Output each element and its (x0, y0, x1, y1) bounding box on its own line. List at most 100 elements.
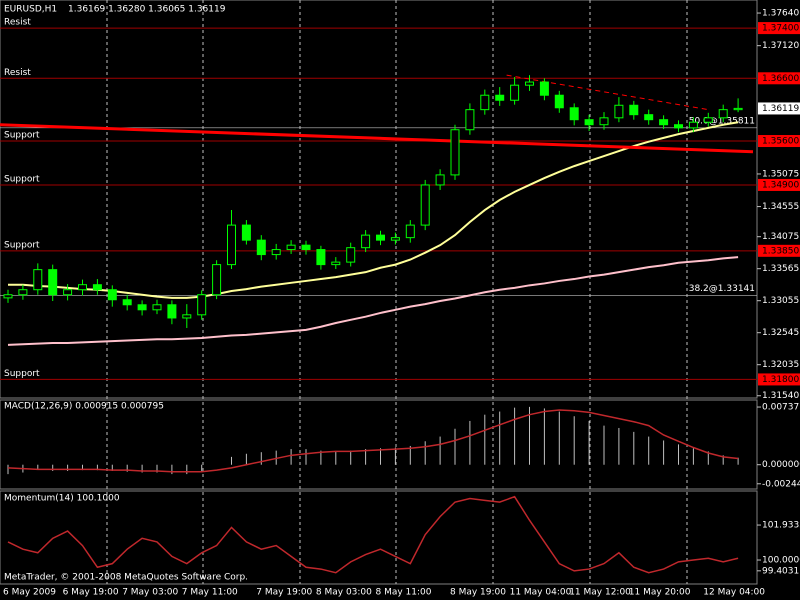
ohlc: 1.36169 1.36280 1.36065 1.36119 (68, 5, 226, 15)
candle-body (688, 121, 698, 129)
candle-body (376, 234, 385, 241)
level-value: 1.34900 (762, 180, 799, 190)
y-tick-label: 101.9335 (762, 521, 800, 531)
candle-body (227, 224, 236, 266)
y-tick-label: 1.35075 (762, 169, 799, 179)
candle-body (63, 289, 73, 296)
candle-body (525, 81, 534, 86)
candle-body (510, 84, 520, 101)
level-box (758, 72, 800, 85)
candle-body (197, 294, 207, 316)
candle-body (122, 299, 132, 306)
candle-body (361, 234, 371, 249)
x-tick-label: 8 May 11:00 (376, 588, 432, 598)
momentum-pane (0, 490, 758, 585)
level-box (758, 22, 800, 35)
level-label: Support (4, 369, 40, 379)
y-tick-label: 1.33565 (762, 264, 799, 274)
candle-body (674, 124, 683, 129)
x-tick-label: 8 May 19:00 (450, 588, 506, 598)
level-label: Resist (4, 18, 31, 28)
level-value: 1.35600 (762, 137, 799, 147)
candle-body (182, 314, 192, 319)
y-tick-label: -0.00244 (762, 479, 800, 489)
level-value: 1.37400 (762, 24, 799, 34)
level-value: 1.33850 (762, 246, 799, 256)
momentum-title: Momentum(14) 100.1000 (4, 494, 120, 504)
fibo-label: 50.0@1.35811 (689, 116, 755, 126)
candle-body (18, 289, 28, 296)
x-tick-label: 12 May 04:00 (703, 588, 765, 598)
candle-body (644, 114, 654, 121)
level-box (758, 244, 800, 257)
candle-body (584, 119, 594, 126)
level-label: Support (4, 131, 40, 141)
candle-body (554, 94, 564, 109)
x-tick-label: 6 May 2009 (3, 588, 56, 598)
candle-body (390, 237, 400, 241)
candle-body (3, 294, 13, 299)
y-tick-label: 0.007377 (762, 403, 800, 413)
x-tick-label: 7 May 11:00 (182, 588, 238, 598)
candle-body (420, 184, 430, 226)
candle-body (465, 109, 475, 131)
y-tick-label: 1.33055 (762, 296, 799, 306)
candle-body (286, 244, 296, 251)
x-tick-label: 7 May 03:00 (122, 588, 178, 598)
candle-body (137, 304, 147, 311)
moving-average (7, 256, 739, 346)
candle-body (152, 304, 162, 311)
candle-body (33, 269, 43, 291)
x-tick-label: 11 May 04:00 (510, 588, 572, 598)
footer: MetaTrader, © 2001-2008 MetaQuotes Softw… (4, 573, 248, 583)
candle-body (92, 284, 102, 291)
candle-body (539, 81, 549, 96)
y-tick-label: 1.34075 (762, 232, 799, 242)
candle-body (614, 104, 624, 119)
x-tick-label: 11 May 12:00 (569, 588, 631, 598)
level-box (758, 178, 800, 191)
y-tick-label: 1.32545 (762, 328, 799, 338)
candle-body (718, 109, 728, 119)
macd-pane (0, 399, 758, 490)
x-tick-label: 6 May 19:00 (63, 588, 119, 598)
candle-body (316, 249, 326, 266)
y-tick-label: 100.0000 (762, 556, 800, 566)
x-tick-label: 8 May 03:00 (316, 588, 372, 598)
candle-body (629, 104, 639, 116)
candle-body (256, 239, 266, 256)
y-tick-label: 1.32035 (762, 360, 799, 370)
signal-line (7, 409, 739, 473)
level-label: Support (4, 174, 40, 184)
symbol: EURUSD,H1 (4, 5, 57, 15)
trendline (506, 74, 709, 111)
y-tick-label: 1.34555 (762, 202, 799, 212)
candle-body (480, 94, 490, 111)
candle-body (405, 224, 415, 239)
candle-body (450, 129, 460, 176)
candle-body (569, 107, 579, 121)
candle-body (659, 119, 669, 126)
moving-average (8, 121, 739, 299)
candle-body (599, 117, 609, 126)
candle-body (331, 261, 341, 266)
momentum-line (7, 495, 739, 574)
y-tick-label: 1.31540 (762, 391, 799, 401)
last-price: 1.36119 (762, 104, 799, 114)
level-box (758, 373, 800, 386)
macd-title: MACD(12,26,9) 0.000915 0.000795 (4, 402, 164, 412)
y-tick-label: 0.000000 (762, 460, 800, 470)
y-tick-label: 99.4031 (762, 566, 799, 576)
candle-body (212, 264, 222, 296)
x-tick-label: 11 May 20:00 (629, 588, 691, 598)
candle-body (48, 269, 58, 296)
level-box (758, 135, 800, 148)
level-value: 1.31800 (762, 375, 799, 385)
candle-body (703, 117, 713, 123)
candle-body (167, 304, 177, 319)
trendline (0, 123, 754, 154)
candle-body (346, 247, 356, 263)
fibo-label: 38.2@1.33141 (689, 284, 755, 294)
last-price-box (758, 102, 800, 115)
